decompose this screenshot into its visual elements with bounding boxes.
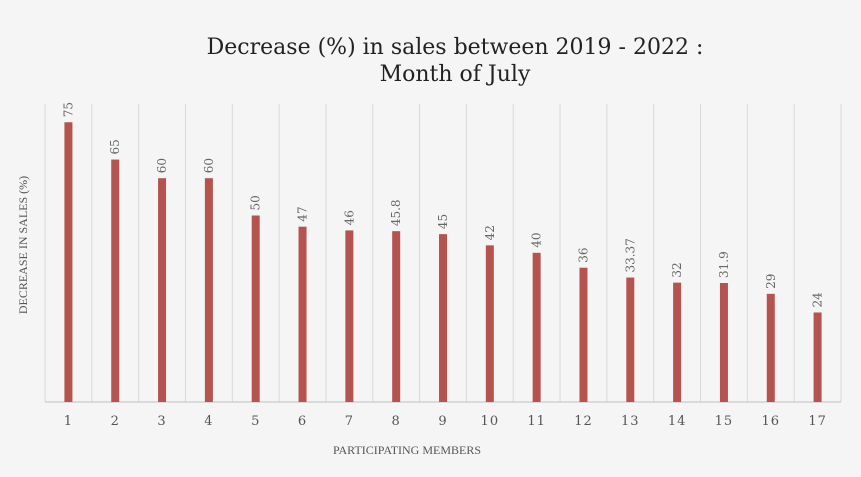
bar-7 <box>345 230 354 402</box>
x-tick-16: 16 <box>761 414 780 429</box>
bar-12 <box>579 267 588 402</box>
data-label-7: 46 <box>342 210 356 225</box>
data-label-11: 40 <box>530 233 544 248</box>
bar-3 <box>158 178 167 402</box>
x-tick-6: 6 <box>298 414 307 429</box>
bar-15 <box>719 283 728 402</box>
data-label-3: 60 <box>155 158 169 173</box>
bar-10 <box>485 245 494 402</box>
y-axis-title: DECREASE IN SALES (%) <box>16 176 30 314</box>
x-tick-5: 5 <box>251 414 260 429</box>
bar-1 <box>64 122 73 402</box>
x-tick-8: 8 <box>392 414 401 429</box>
x-tick-14: 14 <box>668 414 687 429</box>
data-label-6: 47 <box>296 206 310 221</box>
x-tick-labels: 1 2 3 4 5 6 7 8 9 10 11 12 13 14 15 16 17 <box>64 414 827 429</box>
gridlines <box>44 104 842 402</box>
bar-4 <box>204 178 213 402</box>
chart-title-line2: Month of July <box>380 62 531 87</box>
bar-2 <box>111 159 120 402</box>
data-label-16: 29 <box>764 274 778 289</box>
data-labels: 75 65 60 60 50 47 46 45.8 45 42 40 36 33.37 32 31.9 29 2… <box>61 102 824 308</box>
x-tick-3: 3 <box>157 414 166 429</box>
bar-8 <box>392 231 401 402</box>
bars <box>64 122 822 402</box>
data-label-14: 32 <box>670 262 684 277</box>
x-tick-4: 4 <box>204 414 213 429</box>
x-tick-10: 10 <box>481 414 500 429</box>
bar-16 <box>766 293 775 402</box>
data-label-10: 42 <box>483 225 497 240</box>
x-tick-11: 11 <box>527 414 546 429</box>
x-tick-17: 17 <box>808 414 827 429</box>
bar-11 <box>532 252 541 402</box>
x-tick-2: 2 <box>111 414 120 429</box>
x-tick-12: 12 <box>574 414 593 429</box>
bar-5 <box>251 215 260 402</box>
data-label-17: 24 <box>811 292 825 308</box>
bar-13 <box>626 277 635 402</box>
data-label-5: 50 <box>249 195 263 210</box>
bar-17 <box>813 312 822 402</box>
data-label-15: 31.9 <box>717 251 731 278</box>
bar-9 <box>439 234 447 402</box>
data-label-9: 45 <box>436 214 450 229</box>
data-label-4: 60 <box>202 158 216 173</box>
bar-14 <box>673 282 682 402</box>
x-tick-15: 15 <box>715 414 734 429</box>
x-axis-title: PARTICIPATING MEMBERS <box>333 443 481 457</box>
data-label-8: 45.8 <box>389 199 403 226</box>
x-tick-1: 1 <box>64 414 73 429</box>
x-tick-7: 7 <box>345 414 354 429</box>
data-label-1: 75 <box>61 102 75 117</box>
data-label-2: 65 <box>108 139 122 154</box>
chart-title-line1: Decrease (%) in sales between 2019 - 202… <box>207 35 704 60</box>
data-label-12: 36 <box>576 247 590 262</box>
x-tick-9: 9 <box>438 414 447 429</box>
data-label-13: 33.37 <box>623 238 637 272</box>
bar-6 <box>298 226 307 402</box>
x-tick-13: 13 <box>621 414 640 429</box>
